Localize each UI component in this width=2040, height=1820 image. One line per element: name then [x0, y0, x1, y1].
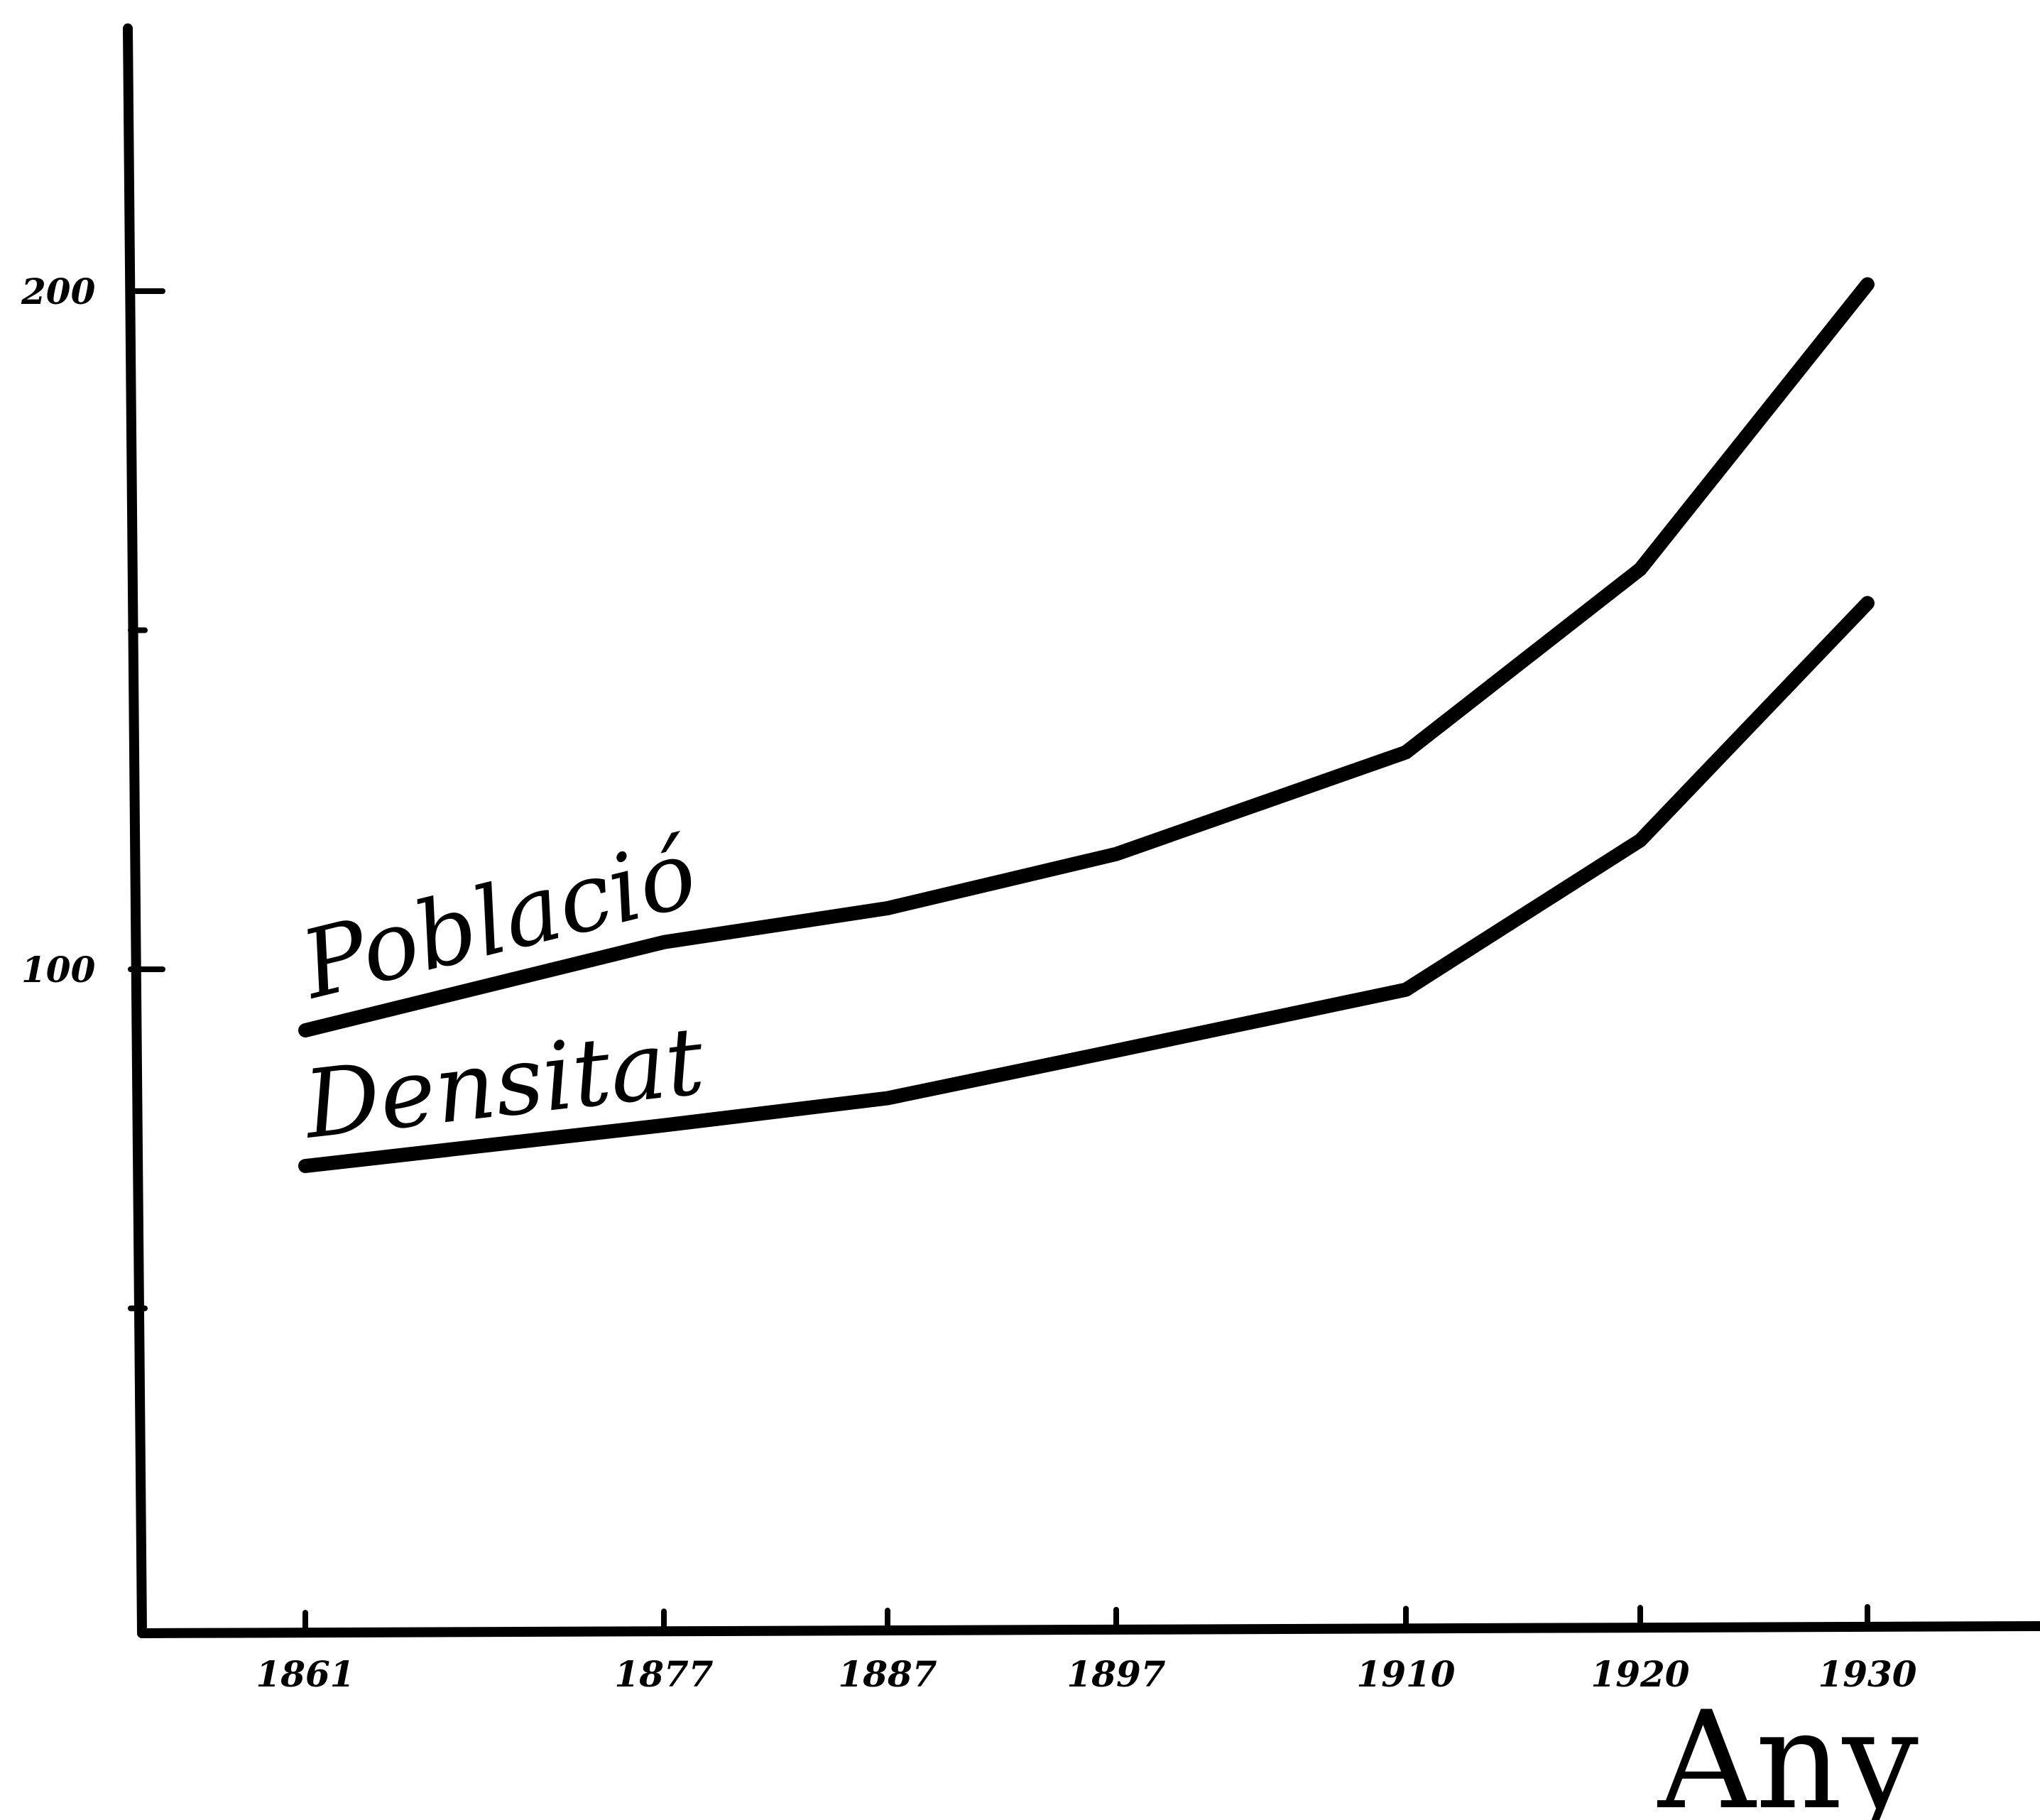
x-tick-label-1910: 1910	[1356, 1653, 1455, 1695]
x-tick-label-1930: 1930	[1818, 1653, 1916, 1695]
x-tick-label-1897: 1897	[1067, 1653, 1165, 1695]
y-tick-label-100: 100	[21, 949, 96, 991]
x-tick-label-1877: 1877	[614, 1653, 713, 1695]
x-tick-label-1861: 1861	[256, 1653, 354, 1695]
y-axis-line	[123, 23, 147, 1638]
x-axis-line	[137, 1621, 2040, 1638]
axis-ticks: 100 200 1861 1877 1887 1897 1910 1920 1930	[21, 271, 1917, 1695]
x-tick-label-1920: 1920	[1591, 1653, 1689, 1695]
series-line-0	[298, 277, 1875, 1037]
series-line-1	[298, 596, 1875, 1173]
series-label-densitat: Densitat	[298, 1006, 709, 1160]
series-label-poblacio: Població	[290, 819, 707, 1021]
axes	[123, 23, 2040, 1638]
x-axis-title: Any	[1657, 1682, 1919, 1820]
x-tick-label-1887: 1887	[838, 1653, 937, 1695]
series-lines	[298, 277, 1875, 1173]
y-tick-label-200: 200	[21, 271, 96, 312]
